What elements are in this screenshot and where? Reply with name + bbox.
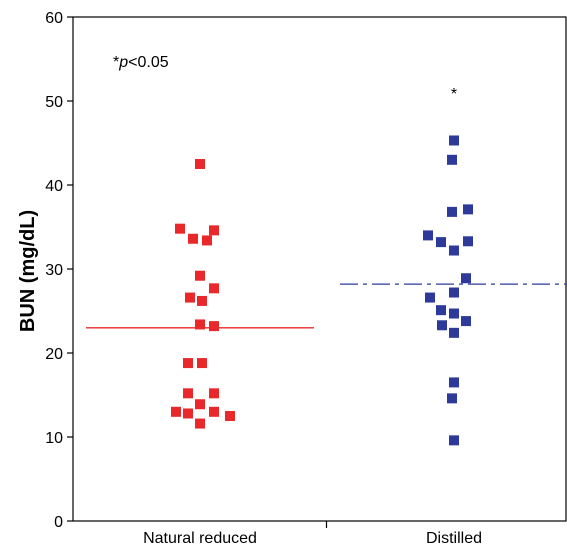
- data-point-natural-reduced: [183, 358, 193, 369]
- data-point-natural-reduced: [209, 283, 219, 294]
- data-point-distilled: [437, 320, 447, 331]
- y-axis-ticks: 0 10 20 30 40 50 60: [45, 10, 73, 531]
- x-tick-label: Distilled: [426, 530, 482, 546]
- data-point-natural-reduced: [209, 406, 219, 417]
- data-point-distilled: [447, 393, 457, 404]
- data-point-natural-reduced: [225, 411, 235, 421]
- data-points: [171, 135, 473, 446]
- p-value-asterisk: *: [113, 54, 119, 71]
- data-point-distilled: [436, 237, 446, 248]
- data-point-distilled: [449, 308, 459, 319]
- data-point-distilled: [449, 377, 459, 388]
- data-point-natural-reduced: [195, 399, 205, 410]
- data-point-distilled: [423, 230, 433, 241]
- data-point-distilled: [447, 154, 457, 165]
- data-point-distilled: [447, 206, 457, 217]
- data-point-distilled: [449, 245, 459, 256]
- significance-asterisk: *: [451, 86, 457, 103]
- y-axis-label: BUN (mg/dL): [17, 210, 39, 332]
- data-point-natural-reduced: [171, 406, 181, 417]
- data-point-distilled: [461, 273, 471, 284]
- data-point-natural-reduced: [188, 233, 198, 244]
- p-value-threshold: <0.05: [128, 54, 169, 71]
- data-point-natural-reduced: [183, 408, 193, 419]
- data-point-distilled: [461, 316, 471, 327]
- y-tick-label: 20: [45, 346, 63, 363]
- data-point-distilled: [425, 292, 435, 303]
- data-point-natural-reduced: [197, 295, 207, 306]
- y-tick-label: 50: [45, 94, 63, 111]
- data-point-natural-reduced: [185, 292, 195, 303]
- data-point-distilled: [449, 327, 459, 338]
- x-axis-ticks: Natural reduced Distilled: [143, 521, 482, 546]
- data-point-natural-reduced: [209, 388, 219, 399]
- data-point-distilled: [436, 305, 446, 316]
- data-point-distilled: [449, 135, 459, 146]
- mean-lines: [86, 283, 567, 329]
- data-point-natural-reduced: [195, 270, 205, 281]
- data-point-natural-reduced: [209, 225, 219, 236]
- p-value-annotation: *p<0.05: [113, 54, 169, 71]
- y-tick-label: 0: [54, 514, 63, 531]
- x-tick-label: Natural reduced: [143, 530, 257, 546]
- y-tick-label: 60: [45, 10, 63, 27]
- data-point-distilled: [449, 287, 459, 298]
- data-point-distilled: [463, 204, 473, 215]
- data-point-natural-reduced: [197, 358, 207, 369]
- data-point-natural-reduced: [202, 235, 212, 246]
- y-tick-label: 40: [45, 178, 63, 195]
- data-point-natural-reduced: [209, 321, 219, 332]
- y-tick-label: 30: [45, 262, 63, 279]
- plot-border: [72, 16, 567, 522]
- data-point-distilled: [449, 435, 459, 446]
- plot-frame: [72, 16, 567, 522]
- p-value-p: p: [118, 54, 128, 71]
- data-point-distilled: [463, 236, 473, 247]
- data-point-natural-reduced: [195, 159, 205, 169]
- data-point-natural-reduced: [195, 319, 205, 330]
- y-tick-label: 10: [45, 430, 63, 447]
- data-point-natural-reduced: [195, 418, 205, 429]
- data-point-natural-reduced: [183, 388, 193, 399]
- data-point-natural-reduced: [175, 223, 185, 234]
